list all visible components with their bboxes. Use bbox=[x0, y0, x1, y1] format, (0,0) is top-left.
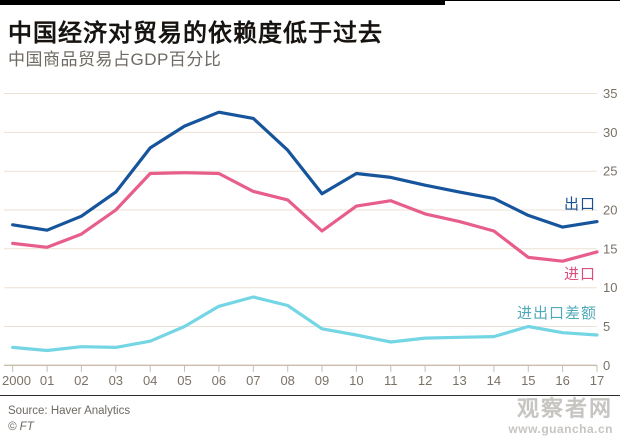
x-tick-label: 02 bbox=[74, 373, 88, 388]
x-tick-label: 16 bbox=[555, 373, 569, 388]
y-tick-label: 30 bbox=[603, 125, 617, 140]
page-subtitle: 中国商品贸易占GDP百分比 bbox=[8, 50, 222, 69]
x-tick-label: 2000 bbox=[2, 373, 31, 388]
x-tick-label: 12 bbox=[418, 373, 432, 388]
y-tick-label: 15 bbox=[603, 241, 617, 256]
series-line-2 bbox=[11, 171, 599, 263]
top-accent-bar bbox=[0, 0, 445, 5]
x-tick-label: 05 bbox=[177, 373, 191, 388]
series-line-1 bbox=[11, 110, 599, 232]
x-tick-label: 07 bbox=[246, 373, 260, 388]
y-tick-label: 5 bbox=[603, 319, 610, 334]
y-gridlines bbox=[4, 93, 597, 366]
series-label-3: 进出口差额 bbox=[517, 305, 597, 322]
x-tick-label: 14 bbox=[487, 373, 501, 388]
x-axis-ticks bbox=[12, 365, 598, 372]
series-line-3 bbox=[11, 295, 599, 353]
x-tick-label: 03 bbox=[109, 373, 123, 388]
x-tick-label: 13 bbox=[452, 373, 466, 388]
x-tick-label: 04 bbox=[143, 373, 157, 388]
ft-copyright: © FT bbox=[8, 421, 34, 433]
x-tick-label: 11 bbox=[384, 373, 398, 388]
x-tick-label: 17 bbox=[590, 373, 604, 388]
y-tick-label: 0 bbox=[603, 358, 610, 373]
series-label-2: 进口 bbox=[564, 266, 596, 283]
x-tick-label: 10 bbox=[349, 373, 363, 388]
x-tick-label: 08 bbox=[280, 373, 294, 388]
y-tick-label: 20 bbox=[603, 203, 617, 218]
page-title: 中国经济对贸易的依赖度低于过去 bbox=[8, 20, 383, 47]
bottom-rule bbox=[0, 395, 620, 396]
x-tick-label: 01 bbox=[40, 373, 54, 388]
watermark: 观察者网 www.guancha.cn bbox=[508, 396, 613, 436]
watermark-site-name: 观察者网 bbox=[516, 396, 613, 421]
series-label-1: 出口 bbox=[564, 196, 596, 213]
x-tick-label: 15 bbox=[521, 373, 535, 388]
y-tick-label: 35 bbox=[603, 86, 617, 101]
source-label: Source: Haver Analytics bbox=[8, 405, 131, 417]
x-axis-labels: 2000 01 02 03 04 05 06 07 08 09 10 11 12 13 14 15 16 17 bbox=[2, 373, 604, 388]
y-tick-label: 10 bbox=[603, 280, 617, 295]
x-tick-label: 06 bbox=[212, 373, 226, 388]
y-tick-label: 25 bbox=[603, 164, 617, 179]
y-axis-labels: 0 5 10 15 20 25 30 35 bbox=[603, 86, 617, 373]
x-tick-label: 09 bbox=[315, 373, 329, 388]
watermark-url: www.guancha.cn bbox=[508, 422, 613, 436]
